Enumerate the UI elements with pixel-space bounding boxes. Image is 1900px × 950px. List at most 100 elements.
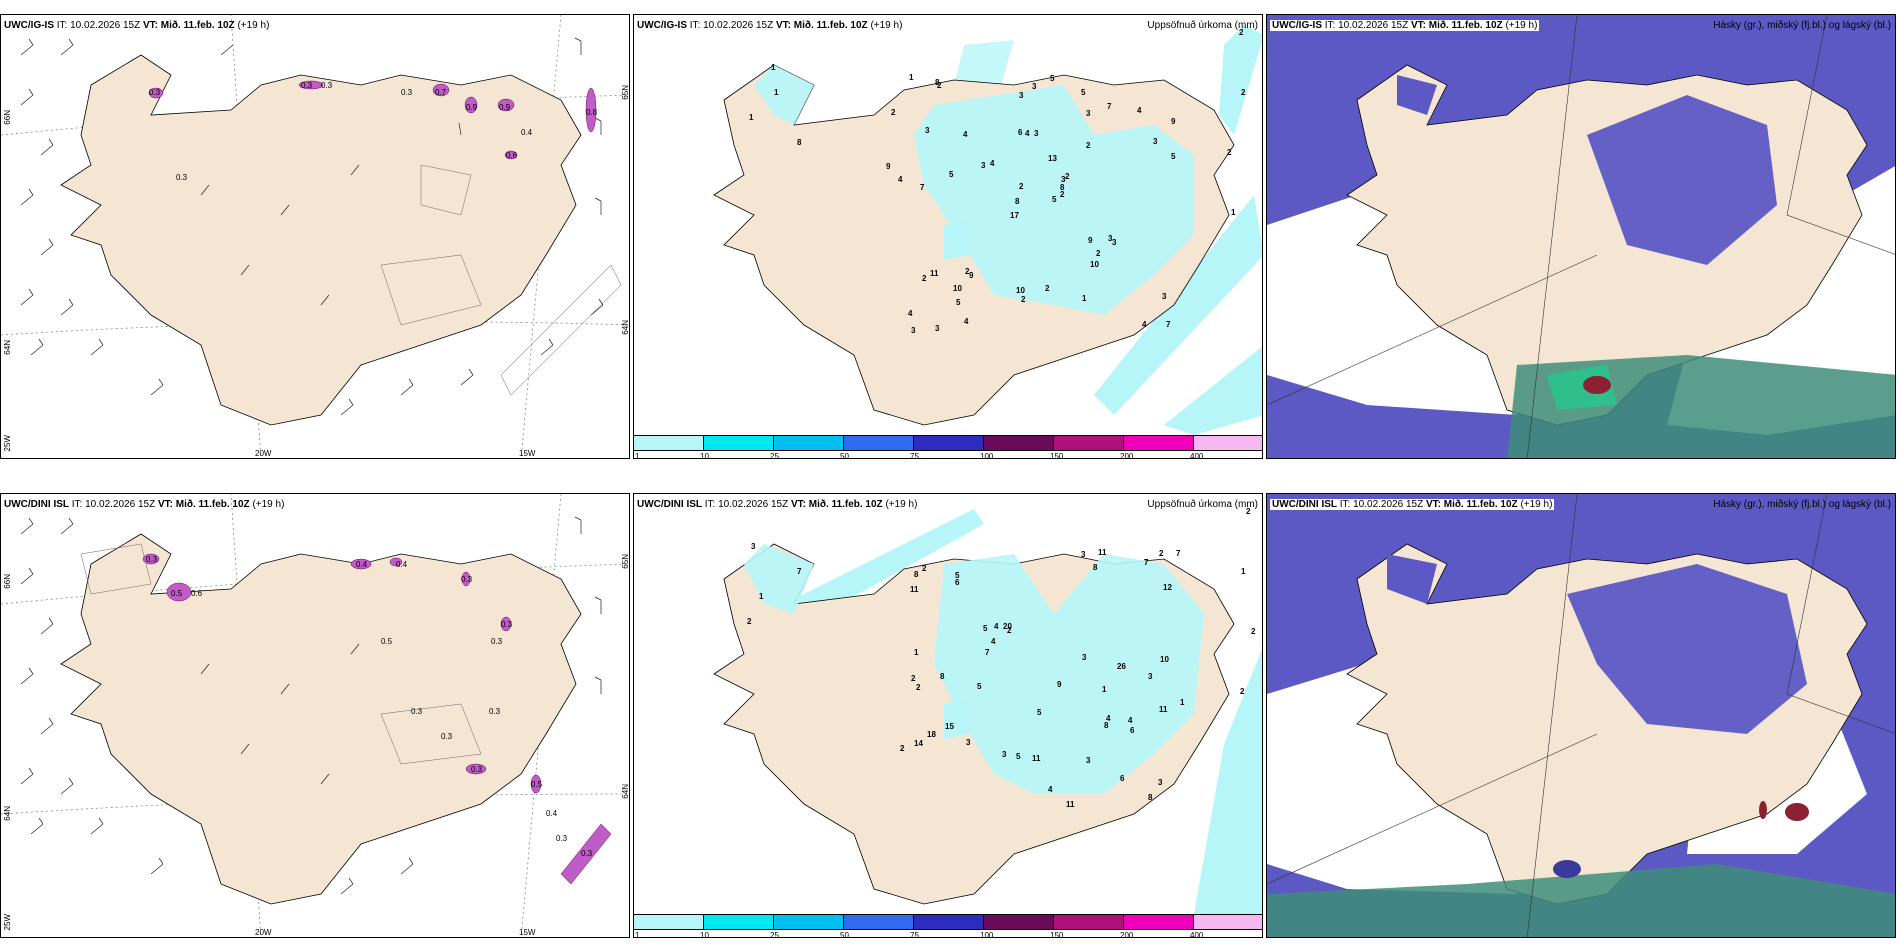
wind-label: 0.4 bbox=[396, 560, 408, 569]
snow-blobs bbox=[148, 80, 597, 160]
precip-value: 3 bbox=[1082, 653, 1087, 662]
lat-label: 65N bbox=[621, 554, 630, 569]
wind-label: 0.3 bbox=[556, 834, 568, 843]
precip-value: 11 bbox=[1159, 705, 1168, 714]
precip-value: 7 bbox=[1107, 102, 1112, 111]
precip-value: 2 bbox=[1045, 284, 1050, 293]
legend-swatch bbox=[844, 436, 914, 450]
precip-value: 3 bbox=[1034, 129, 1039, 138]
precip-value: 1 bbox=[914, 648, 919, 657]
precip-value: 6 bbox=[1018, 128, 1023, 137]
legend-swatch bbox=[984, 915, 1054, 929]
precip-value: 2 bbox=[1241, 88, 1246, 97]
legend-label: 50 bbox=[840, 931, 849, 938]
lon-label: 20W bbox=[255, 449, 272, 458]
precip-title: Uppsöfnuð úrkoma (mm) bbox=[1147, 20, 1258, 31]
precip-value: 2 bbox=[916, 683, 921, 692]
wind-label: 0.3 bbox=[501, 620, 513, 629]
precip-value: 3 bbox=[1032, 82, 1037, 91]
wind-label: 0.3 bbox=[301, 81, 313, 90]
precip-map: 2221111839533527791723613114454233349581… bbox=[713, 25, 1262, 435]
precip-value: 18 bbox=[927, 730, 936, 739]
precip-value: 8 bbox=[1093, 563, 1098, 572]
precip-value: 2 bbox=[1251, 627, 1256, 636]
precip-value: 2 bbox=[1159, 549, 1164, 558]
precip-value: 5 bbox=[949, 170, 954, 179]
precip-value: 2 bbox=[1060, 190, 1065, 199]
wind-label: 0.3 bbox=[401, 88, 413, 97]
precip-value: 7 bbox=[1166, 320, 1171, 329]
precip-legend: 1 10 25 50 75 100 150 200 400 bbox=[634, 914, 1262, 938]
precip-value: 11 bbox=[1098, 548, 1107, 557]
legend-swatch bbox=[774, 436, 844, 450]
legend-label: 75 bbox=[910, 452, 919, 459]
legend-swatch bbox=[634, 915, 704, 929]
legend-label: 1 bbox=[635, 452, 640, 459]
precip-value: 11 bbox=[1032, 754, 1041, 763]
precip-value: 4 bbox=[898, 175, 903, 184]
legend-label: 25 bbox=[770, 452, 779, 459]
precip-value: 6 bbox=[1130, 726, 1135, 735]
precip-value: 17 bbox=[1010, 211, 1019, 220]
precip-value: 26 bbox=[1117, 662, 1126, 671]
precip-value: 9 bbox=[886, 162, 891, 171]
wind-label: 0.9 bbox=[466, 103, 478, 112]
legend-swatch bbox=[704, 436, 774, 450]
precip-value: 1 bbox=[1102, 685, 1107, 694]
precip-value: 3 bbox=[1086, 756, 1091, 765]
precip-value: 2 bbox=[922, 564, 927, 573]
lat-label: 66N bbox=[3, 574, 12, 589]
precip-legend: 1 10 25 50 75 100 150 200 400 bbox=[634, 435, 1262, 459]
precip-value: 7 bbox=[1144, 558, 1149, 567]
precip-value: 2 bbox=[922, 274, 927, 283]
precip-value: 8 bbox=[914, 570, 919, 579]
wind-label: 0.7 bbox=[435, 88, 447, 97]
wind-map: 0.3 0.3 0.3 0.7 0.9 0.9 0.8 0.6 0.3 0.4 … bbox=[1, 15, 629, 458]
lat-label: 64N bbox=[621, 320, 630, 335]
precip-value: 3 bbox=[1081, 550, 1086, 559]
lat-label: 66N bbox=[3, 110, 12, 125]
precip-value: 2 bbox=[1065, 172, 1070, 181]
precip-value: 7 bbox=[797, 567, 802, 576]
precip-value: 9 bbox=[1171, 117, 1176, 126]
panel-clouds-dini: UWC/DINI ISL IT: 10.02.2026 15Z VT: Mið.… bbox=[1266, 493, 1896, 938]
precip-value: 8 bbox=[1060, 183, 1065, 192]
precip-value: 1 bbox=[1180, 698, 1185, 707]
wind-label: 0.9 bbox=[499, 103, 511, 112]
legend-label: 150 bbox=[1050, 452, 1064, 459]
high-cloud-area bbox=[1267, 864, 1895, 937]
wind-label: 0.3 bbox=[321, 81, 333, 90]
precip-value: 4 bbox=[908, 309, 913, 318]
precip-value: 2 bbox=[891, 108, 896, 117]
lat-label: 64N bbox=[621, 784, 630, 799]
legend-label: 150 bbox=[1050, 931, 1064, 938]
cloud-title: Hásky (gr.), miðský (fj.bl.) og lágský (… bbox=[1713, 499, 1891, 510]
precip-value: 1 bbox=[1082, 294, 1087, 303]
legend-label: 10 bbox=[700, 931, 709, 938]
legend-label: 200 bbox=[1120, 931, 1134, 938]
precip-value: 10 bbox=[953, 284, 962, 293]
precip-value: 9 bbox=[969, 271, 974, 280]
lon-label: 20W bbox=[255, 928, 272, 937]
precip-value: 3 bbox=[1108, 234, 1113, 243]
precip-value: 3 bbox=[1061, 175, 1066, 184]
precip-value: 3 bbox=[925, 126, 930, 135]
legend-label: 200 bbox=[1120, 452, 1134, 459]
precip-value: 4 bbox=[964, 317, 969, 326]
panel-precip-dini: 2 1 2 2 3 7 1 2 2 6 14 8 5 11 11 2 8 3 3 10 5 9 20 15 7 7 7 11 3 5 4 2 6… bbox=[633, 493, 1263, 938]
cloud-map bbox=[1267, 15, 1895, 458]
wind-label: 0.3 bbox=[581, 849, 593, 858]
precip-value: 11 bbox=[930, 269, 939, 278]
panel-title: UWC/DINI ISL IT: 10.02.2026 15Z VT: Mið.… bbox=[637, 499, 918, 510]
precip-value: 1 bbox=[774, 88, 779, 97]
precip-values: 2122371226148511112833105920157771135426… bbox=[747, 507, 1256, 809]
precip-value: 2 bbox=[1239, 28, 1244, 37]
precip-value: 5 bbox=[955, 571, 960, 580]
precip-value: 10 bbox=[1160, 655, 1169, 664]
legend-swatch bbox=[914, 436, 984, 450]
precip-value: 3 bbox=[935, 324, 940, 333]
precip-value: 6 bbox=[1120, 774, 1125, 783]
precip-value: 8 bbox=[935, 78, 940, 87]
legend-swatch bbox=[1054, 436, 1124, 450]
precip-value: 2 bbox=[1019, 182, 1024, 191]
